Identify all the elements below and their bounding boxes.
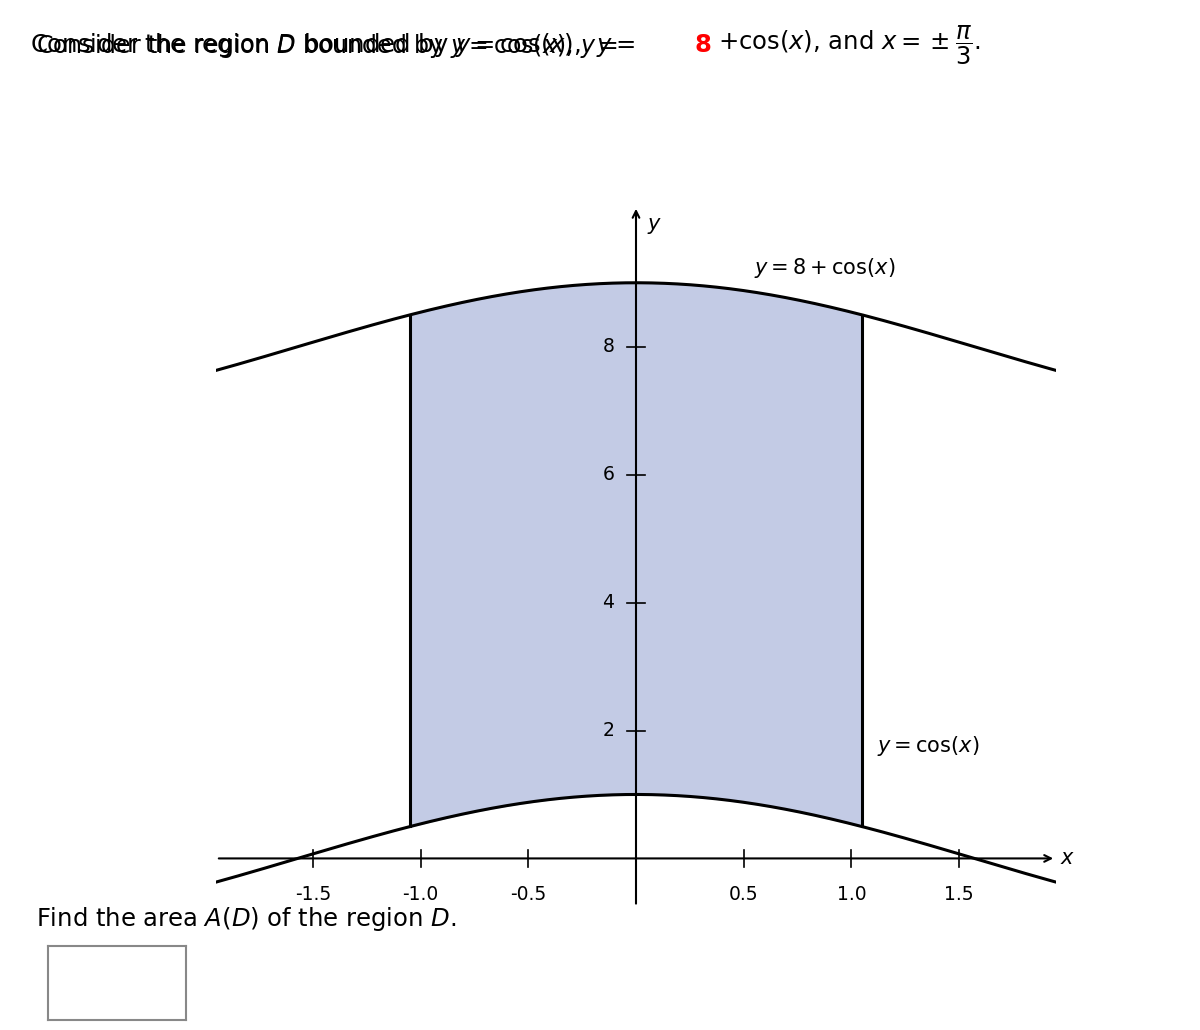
Text: -1.0: -1.0 bbox=[402, 886, 439, 904]
Text: -0.5: -0.5 bbox=[510, 886, 546, 904]
Text: 8: 8 bbox=[602, 337, 614, 356]
Text: 4: 4 bbox=[602, 593, 614, 612]
Text: $\mathbf{8}$: $\mathbf{8}$ bbox=[694, 33, 710, 58]
Text: $x$: $x$ bbox=[1061, 849, 1075, 868]
Text: Consider the region $D$ bounded by $y = \cos(x)$,  $y = $: Consider the region $D$ bounded by $y = … bbox=[30, 31, 635, 60]
Text: Find the area $A(D)$ of the region $D$.: Find the area $A(D)$ of the region $D$. bbox=[36, 905, 456, 933]
Text: Consider the region $D$ bounded by $y = \mathrm{cos}(x)$, $y = $: Consider the region $D$ bounded by $y = … bbox=[36, 32, 625, 61]
Text: $y$: $y$ bbox=[647, 215, 662, 236]
Text: $y = \cos(x)$: $y = \cos(x)$ bbox=[877, 734, 979, 758]
Text: $+ \cos(x)$, and $x = \pm \dfrac{\pi}{3}$.: $+ \cos(x)$, and $x = \pm \dfrac{\pi}{3}… bbox=[718, 24, 980, 67]
Text: 1.5: 1.5 bbox=[944, 886, 974, 904]
Text: -1.5: -1.5 bbox=[295, 886, 331, 904]
Text: 6: 6 bbox=[602, 466, 614, 484]
Text: 1.0: 1.0 bbox=[836, 886, 866, 904]
Text: $y = 8 + \cos(x)$: $y = 8 + \cos(x)$ bbox=[755, 255, 896, 279]
Text: 0.5: 0.5 bbox=[728, 886, 758, 904]
Text: 2: 2 bbox=[602, 721, 614, 740]
